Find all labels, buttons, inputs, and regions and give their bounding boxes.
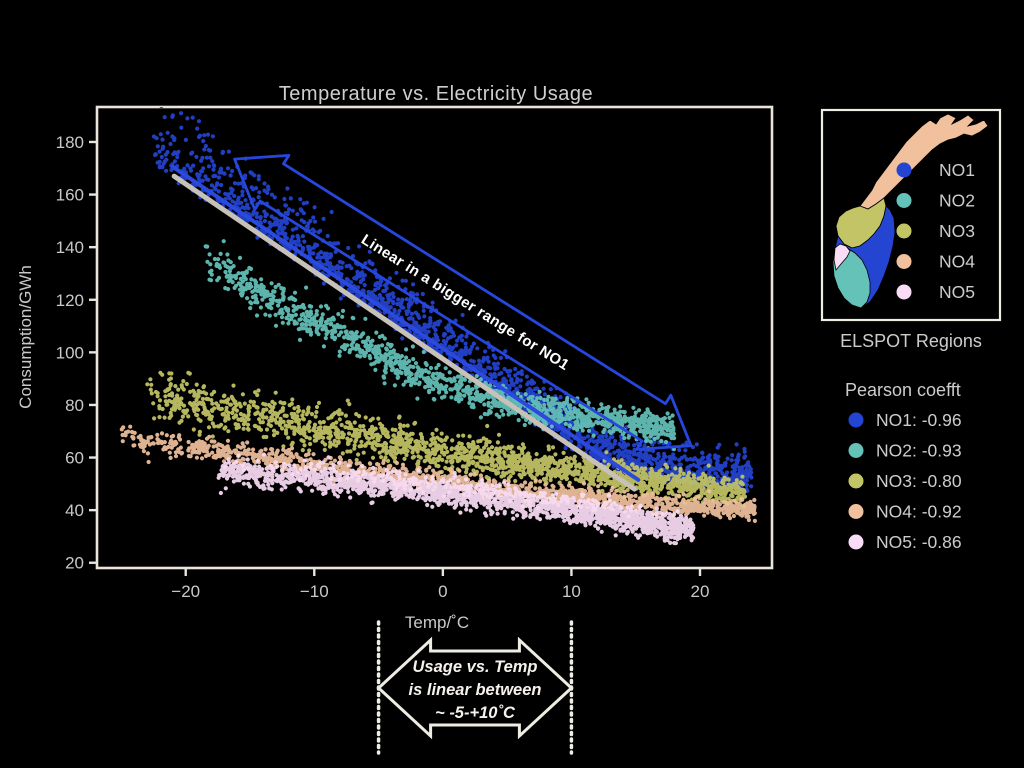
no1-range-arrow: Linear in a bigger range for NO1 xyxy=(233,153,693,451)
range-note-line-1: Usage vs. Temp xyxy=(412,658,537,676)
map-inset-caption: ELSPOT Regions xyxy=(840,331,982,351)
scatter-series-no1 xyxy=(151,107,754,493)
y-tick-label: 80 xyxy=(65,396,84,415)
x-axis-ticks: −20 −10 0 10 20 xyxy=(171,568,709,601)
pearson-label-no1: NO1: -0.96 xyxy=(876,410,962,430)
pearson-label-no2: NO2: -0.93 xyxy=(876,441,962,461)
map-legend-dot-no2 xyxy=(896,193,912,208)
y-tick-label: 140 xyxy=(56,238,84,257)
chart-title: Temperature vs. Electricity Usage xyxy=(279,83,593,105)
range-double-arrow xyxy=(376,636,574,740)
x-tick-label: 0 xyxy=(438,582,447,601)
map-legend-dot-no5 xyxy=(896,284,912,300)
map-legend-label-no2: NO2 xyxy=(939,191,975,211)
map-legend-dot-no1 xyxy=(896,162,912,178)
scatter-points xyxy=(119,107,758,546)
x-tick-label: −20 xyxy=(171,582,200,601)
y-tick-label: 20 xyxy=(65,554,84,573)
map-legend-dot-no4 xyxy=(896,254,912,269)
map-legend-label-no1: NO1 xyxy=(939,160,975,180)
pearson-dot-no2 xyxy=(848,443,864,458)
pearson-dot-no5 xyxy=(848,534,864,550)
map-legend-label-no5: NO5 xyxy=(939,282,975,302)
scatter-series-no2 xyxy=(203,239,677,452)
y-tick-label: 120 xyxy=(56,291,84,310)
y-axis-ticks: 20 40 60 80 100 120 140 160 180 xyxy=(56,133,97,573)
range-note-line-3: ~ -5-+10˚C xyxy=(435,704,516,722)
range-note-line-2: is linear between xyxy=(409,681,542,699)
y-tick-label: 180 xyxy=(56,133,84,152)
NO1-fit-shadow xyxy=(171,173,637,492)
pearson-legend-title: Pearson coefft xyxy=(845,380,961,400)
no1-fit-lines xyxy=(170,164,641,492)
pearson-dot-no3 xyxy=(848,473,864,489)
pearson-label-no4: NO4: -0.92 xyxy=(876,502,962,522)
pearson-label-no3: NO3: -0.80 xyxy=(876,471,962,491)
pearson-dot-no1 xyxy=(848,412,864,428)
x-tick-label: 10 xyxy=(562,582,581,601)
map-region-no4 xyxy=(859,113,989,210)
x-tick-label: 20 xyxy=(691,582,710,601)
pearson-legend: Pearson coefft NO1: -0.96 NO2: -0.93 NO3… xyxy=(845,380,962,552)
y-tick-label: 160 xyxy=(56,186,84,205)
y-axis-label: Consumption/GWh xyxy=(16,265,35,409)
NO1-fit-highlight xyxy=(170,164,641,482)
linear-range-annotation: Usage vs. Temp is linear between ~ -5-+10˚… xyxy=(376,620,574,755)
y-tick-label: 100 xyxy=(56,343,84,362)
norway-map-inset: NO1 NO2 NO3 NO4 NO5 ELSPOT Regions xyxy=(820,108,1002,351)
y-tick-label: 60 xyxy=(65,449,84,468)
no1-range-arrow-outline xyxy=(233,153,693,451)
map-legend-label-no4: NO4 xyxy=(939,252,975,272)
x-tick-label: −10 xyxy=(300,582,329,601)
map-region-no5 xyxy=(833,243,851,271)
x-axis-label: Temp/˚C xyxy=(405,613,469,632)
pearson-dot-no4 xyxy=(848,504,864,519)
scatter-series-no5 xyxy=(216,452,696,546)
plot-frame xyxy=(95,105,774,570)
map-legend-dot-no3 xyxy=(896,223,912,239)
pearson-label-no5: NO5: -0.86 xyxy=(876,532,962,552)
y-tick-label: 40 xyxy=(65,501,84,520)
map-legend-label-no3: NO3 xyxy=(939,221,975,241)
